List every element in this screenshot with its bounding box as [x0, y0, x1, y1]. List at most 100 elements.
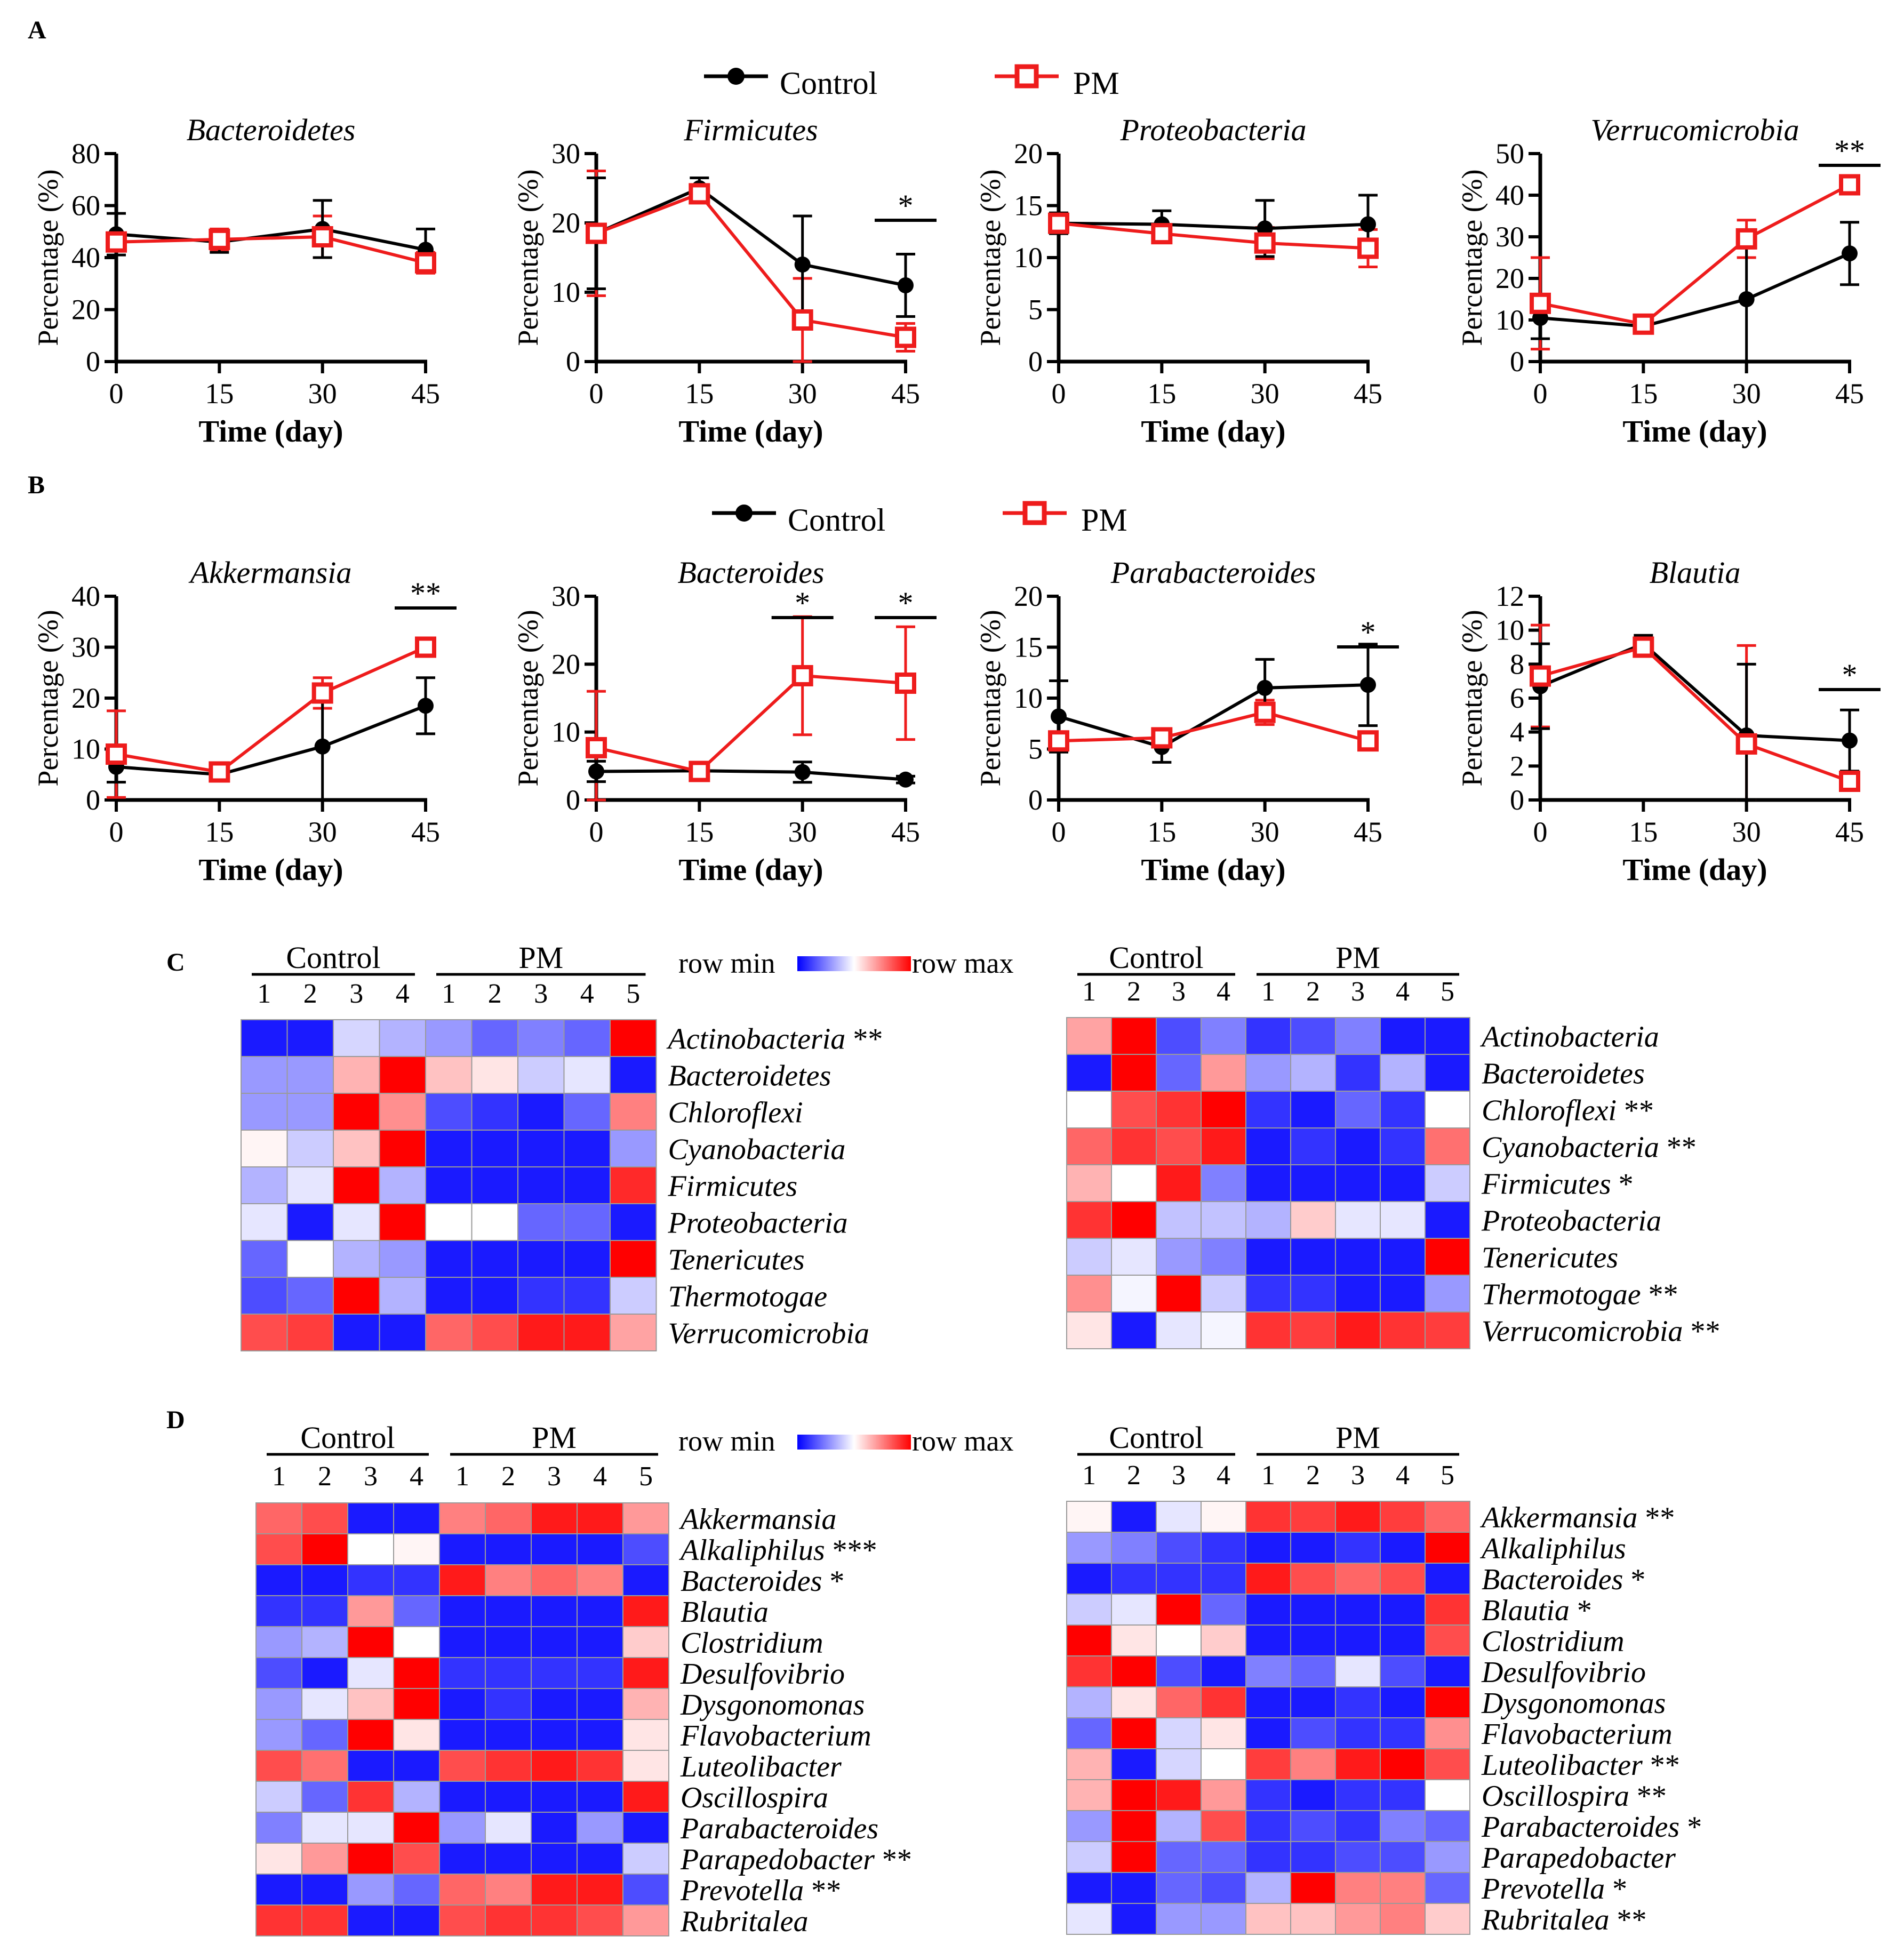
heat-cell	[255, 1533, 302, 1565]
row-label-name: Bacteroides	[681, 1565, 822, 1598]
heat-cell	[1245, 1872, 1291, 1904]
heat-cell	[286, 1093, 334, 1131]
heat-cell	[1111, 1841, 1157, 1873]
y-tick-label: 15	[1014, 190, 1043, 222]
heat-cell	[286, 1240, 334, 1278]
heat-cell	[1066, 1779, 1112, 1811]
x-tick-label: 30	[1732, 378, 1761, 410]
heat-cell	[1066, 1054, 1112, 1092]
heat-cell	[301, 1750, 348, 1782]
heat-cell	[1111, 1872, 1157, 1904]
point-pm	[1633, 313, 1654, 335]
heat-cell	[622, 1812, 669, 1844]
heat-cell	[1066, 1127, 1112, 1165]
heat-cell	[1335, 1164, 1381, 1202]
x-axis-label-main: Time	[678, 852, 754, 887]
x-tick-label: 15	[1147, 816, 1176, 848]
heat-cell	[1111, 1594, 1157, 1626]
y-tick-label: 40	[1495, 179, 1524, 211]
row-label-name: Firmicutes	[668, 1170, 798, 1203]
heat-cell	[1201, 1872, 1246, 1904]
point-pm	[689, 183, 710, 205]
row-label: Dysgonomonas	[1481, 1687, 1666, 1720]
heat-cell	[1245, 1810, 1291, 1842]
significance-label: **	[1834, 133, 1865, 168]
y-axis-label: Percentage (%)	[512, 169, 544, 346]
heat-cell	[439, 1502, 486, 1534]
x-axis-label-unit: (day)	[275, 852, 343, 887]
row-label-name: Desulfovibrio	[680, 1658, 845, 1691]
row-label: Firmicutes *	[1481, 1168, 1634, 1201]
row-label-significance: **	[1643, 1749, 1680, 1782]
x-axis-label-main: Time	[1141, 414, 1217, 449]
heat-cell	[563, 1019, 611, 1057]
row-label: Prevotella **	[680, 1874, 841, 1907]
heat-cell	[347, 1904, 394, 1936]
heat-cell	[1290, 1311, 1336, 1349]
heat-cell	[622, 1874, 669, 1906]
row-label: Bacteroides *	[1482, 1563, 1645, 1596]
heat-cell	[439, 1533, 486, 1565]
heat-cell	[255, 1904, 302, 1936]
heat-cell	[347, 1564, 394, 1596]
heat-cell	[1380, 1563, 1426, 1595]
row-label-name: Alkaliphilus	[1479, 1532, 1626, 1565]
heat-cell	[333, 1203, 380, 1241]
row-label: Cyanobacteria **	[1482, 1131, 1697, 1164]
sample-label: 3	[1172, 976, 1186, 1007]
sample-label: 2	[488, 979, 502, 1009]
heat-cell	[255, 1688, 302, 1720]
y-axis-label: Percentage (%)	[1456, 169, 1488, 346]
group-label-control: Control	[300, 1420, 395, 1455]
heat-cell	[1156, 1532, 1202, 1564]
point-control	[314, 738, 331, 755]
heat-cell	[255, 1502, 302, 1534]
heat-cell	[425, 1166, 473, 1204]
y-tick-label: 15	[1014, 631, 1043, 663]
heat-cell	[1156, 1779, 1202, 1811]
y-tick-label: 40	[71, 242, 100, 274]
legend-a: Control PM	[704, 64, 1119, 101]
point-pm	[1357, 237, 1379, 259]
heat-cell	[1066, 1748, 1112, 1780]
line-chart-proteobacteria: Proteobacteria 0 5 10 15 20 0 15 30 45 Percentage …	[974, 113, 1382, 449]
x-tick-label: 15	[1629, 378, 1658, 410]
heat-cell	[531, 1781, 578, 1813]
row-max-label: row max	[912, 1425, 1013, 1457]
significance-label: *	[1842, 658, 1858, 692]
heat-cell	[622, 1781, 669, 1813]
y-axis-label: Percentage (%)	[32, 610, 64, 786]
sample-label: 1	[1261, 976, 1275, 1007]
row-label-significance: **	[1659, 1131, 1697, 1164]
y-axis-label: Percentage (%)	[1456, 610, 1488, 786]
x-axis-label-unit: (day)	[1217, 414, 1286, 449]
group-label-pm: PM	[518, 940, 563, 975]
row-label-name: Blautia	[681, 1596, 769, 1629]
point-pm	[311, 226, 333, 247]
point-pm	[106, 231, 127, 253]
x-tick-label: 45	[891, 816, 920, 848]
x-tick-label: 30	[308, 816, 337, 848]
heat-cell	[1335, 1532, 1381, 1564]
sample-label: 1	[272, 1461, 286, 1492]
row-label-name: Tenericutes	[668, 1244, 805, 1277]
heat-cell	[439, 1626, 486, 1658]
heat-cell	[471, 1203, 518, 1241]
heat-cell	[439, 1904, 486, 1936]
heat-cell	[286, 1056, 334, 1094]
row-label-significance: ***	[825, 1534, 877, 1567]
row-label: Proteobacteria	[668, 1207, 848, 1240]
row-label: Prevotella *	[1481, 1872, 1627, 1906]
y-tick-label: 30	[551, 138, 580, 170]
heat-cell	[1425, 1655, 1470, 1687]
x-axis-label: Time (day)	[1622, 414, 1767, 449]
heat-cell	[379, 1240, 426, 1278]
heat-cell	[531, 1843, 578, 1875]
x-axis-label: Time (day)	[1622, 852, 1767, 887]
x-tick-label: 30	[788, 378, 817, 410]
point-pm	[106, 743, 127, 765]
y-tick-label: 20	[551, 207, 580, 239]
heat-cell	[301, 1874, 348, 1906]
heat-cell	[1111, 1164, 1157, 1202]
